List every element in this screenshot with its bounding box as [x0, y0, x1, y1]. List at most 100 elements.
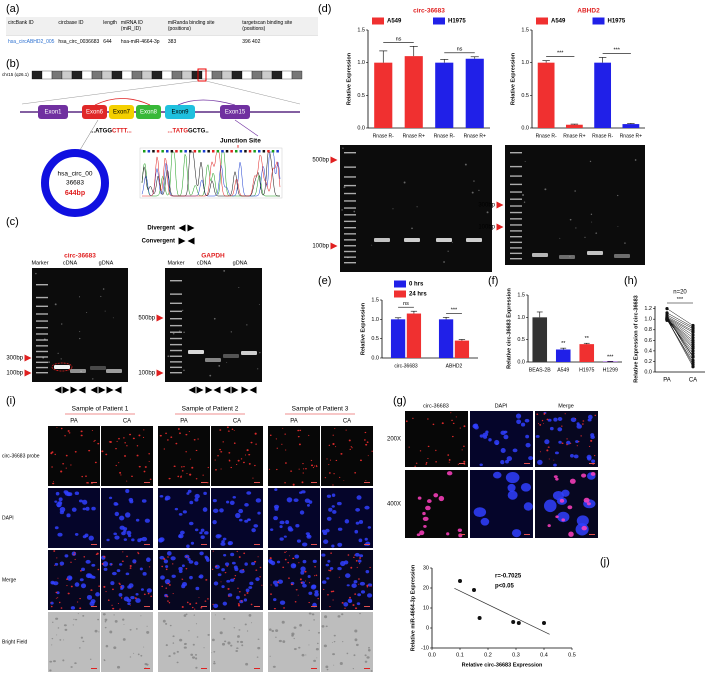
- cell-signal: [349, 448, 351, 450]
- arrow-head: [178, 224, 186, 232]
- chromatogram-trace: [142, 151, 281, 197]
- cell-signal: [191, 656, 196, 659]
- cell-signal: [175, 442, 178, 445]
- cell-signal: [250, 441, 253, 444]
- lane-label: gDNA: [233, 260, 248, 266]
- cell-signal: [235, 595, 240, 600]
- cell-signal: [86, 594, 93, 600]
- cell-signal: [366, 656, 370, 659]
- cell-signal: [543, 423, 545, 424]
- chromatogram-base: [166, 150, 169, 153]
- cell-signal: [114, 620, 118, 623]
- cell-signal: [122, 618, 125, 621]
- cell-signal: [98, 585, 100, 587]
- cell-signal: [143, 429, 145, 431]
- cell-signal: [205, 579, 208, 581]
- ladder-band: [36, 296, 48, 299]
- cell-signal: [217, 534, 222, 538]
- cell-signal: [183, 614, 187, 617]
- cell-signal: [355, 559, 358, 562]
- cell-signal: [233, 627, 236, 629]
- cell-signal: [354, 593, 357, 595]
- cell-signal: [119, 608, 121, 610]
- bar: [404, 56, 423, 129]
- micrograph: [211, 488, 263, 548]
- cell-signal: [321, 553, 326, 557]
- cell-signal: [586, 502, 591, 506]
- cell-signal: [199, 551, 204, 556]
- scale-bar: [524, 463, 530, 464]
- y-tick-label: 30: [423, 565, 429, 571]
- cell-signal: [537, 423, 539, 424]
- cell-signal: [182, 579, 184, 580]
- cell-signal: [321, 625, 325, 628]
- cell-signal: [168, 584, 171, 586]
- ideogram-band: [31, 70, 43, 80]
- cell-signal: [349, 596, 351, 599]
- point: [665, 307, 669, 311]
- cell-signal: [306, 504, 310, 507]
- cell-signal: [329, 606, 331, 608]
- cell-signal: [561, 425, 563, 427]
- ladder-band: [170, 343, 182, 346]
- chromatogram-base: [221, 150, 224, 153]
- ladder-band: [344, 245, 356, 247]
- cell-signal: [557, 511, 570, 523]
- chromatogram-base: [235, 150, 238, 153]
- cell-signal: [109, 630, 113, 634]
- cell-signal: [593, 455, 596, 457]
- cell-signal: [546, 418, 549, 421]
- cell-signal: [325, 625, 328, 628]
- exon: [136, 105, 161, 119]
- cell-signal: [115, 447, 117, 450]
- gel-speck: [230, 331, 232, 333]
- y-axis-label: Relative Expression: [360, 302, 366, 355]
- y-tick-label: 0.4: [644, 348, 652, 354]
- scale-bar: [201, 606, 207, 607]
- cell-signal: [435, 449, 437, 452]
- cell-signal: [222, 537, 227, 541]
- cell-signal: [365, 480, 367, 482]
- scale-bar: [311, 482, 317, 483]
- cell-signal: [246, 592, 249, 594]
- cell-signal: [226, 426, 229, 429]
- gel-speck: [559, 237, 561, 239]
- cell-signal: [211, 652, 213, 654]
- cell-signal: [220, 451, 223, 453]
- cell-signal: [74, 662, 77, 665]
- gel-speck: [181, 309, 184, 312]
- cell-signal: [582, 420, 585, 422]
- cell-signal: [358, 520, 364, 524]
- x-tick-label: Rnase R+: [620, 133, 642, 139]
- bar: [594, 62, 612, 128]
- cell-signal: [408, 446, 410, 448]
- arrow-head: [187, 224, 195, 232]
- cell-signal: [299, 429, 302, 432]
- micrograph: [405, 470, 468, 538]
- cell-signal: [322, 531, 328, 535]
- scale-bar: [91, 544, 97, 545]
- cell-signal: [569, 478, 576, 484]
- cell-signal: [116, 569, 121, 573]
- ladder-band: [36, 305, 48, 308]
- cell-signal: [200, 528, 205, 532]
- cell-signal: [300, 566, 306, 572]
- cell-signal: [254, 432, 257, 435]
- cell-signal: [472, 423, 478, 429]
- cell-signal: [148, 566, 151, 568]
- cell-signal: [88, 535, 94, 541]
- gel-speck: [172, 332, 175, 335]
- cell-signal: [528, 456, 533, 461]
- cell-signal: [302, 583, 307, 588]
- gel-speck: [617, 226, 619, 227]
- ladder-band: [344, 226, 356, 229]
- cell-signal: [273, 516, 278, 521]
- gel-speck: [464, 163, 467, 166]
- cell-signal: [121, 560, 124, 562]
- cell-signal: [64, 554, 69, 558]
- cell-signal: [255, 498, 262, 503]
- header-cell: circBank ID: [6, 17, 57, 36]
- significance-label: ***: [677, 297, 684, 303]
- cell-signal: [150, 595, 153, 598]
- cell-signal: [126, 530, 132, 536]
